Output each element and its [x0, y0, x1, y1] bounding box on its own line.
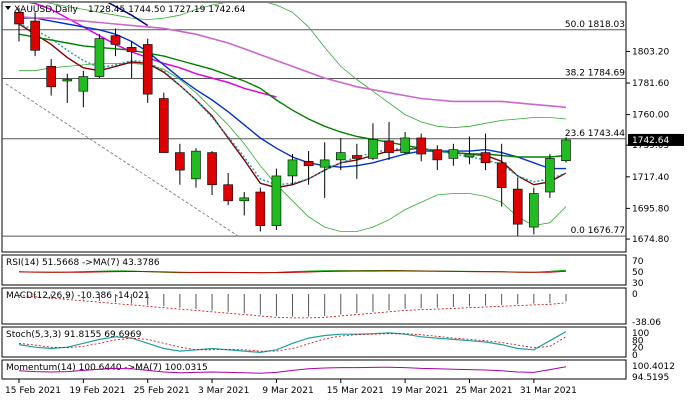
- indicator-axis-label: 94.5195: [632, 373, 669, 383]
- fib-level-label: 0.0 1676.77: [571, 226, 625, 236]
- bollinger-bands: [19, 3, 567, 232]
- candles: [14, 7, 571, 236]
- macd-signal: [18, 295, 567, 319]
- date-labels: 15 Feb 2021 19 Feb 2021 25 Feb 2021 3 Mar 2…: [5, 379, 577, 396]
- price-tick-label: 1739.05: [632, 141, 669, 151]
- indicator-axis-label: 30: [632, 279, 644, 289]
- candle-body: [561, 139, 571, 161]
- fib-level-label: 50.0 1818.03: [565, 20, 625, 30]
- rsi-ma-line: [18, 270, 567, 274]
- date-label: 31 Mar 2021: [520, 386, 577, 396]
- price-tick-label: 1803.20: [632, 47, 669, 57]
- date-label: 25 Mar 2021: [455, 386, 512, 396]
- rsi-panel: [1, 254, 627, 286]
- candle-body: [384, 140, 394, 153]
- stoch-panel: [1, 326, 627, 358]
- candle-body: [335, 152, 346, 161]
- candle-body: [239, 197, 250, 202]
- indicator-label: RSI(14) 51.5668 ->MA(7) 43.3786: [6, 258, 160, 268]
- candle-body: [512, 188, 523, 225]
- price-tick-label: 1695.80: [632, 204, 669, 214]
- candle-body: [14, 12, 24, 25]
- indicator-label: Momentum(14) 100.6440 ->MA(7) 100.0315: [6, 363, 208, 373]
- price-tick-label: 1760.00: [632, 111, 669, 121]
- candle-body: [30, 20, 40, 51]
- trend-line: [5, 83, 241, 238]
- price-tick-label: 1674.80: [632, 235, 669, 245]
- candle-body: [271, 175, 282, 226]
- indicator-axis-label: 0: [632, 351, 638, 361]
- candle-body: [78, 76, 89, 92]
- indicator-label: MACD(12,26,9) -10.386 -14.021: [6, 291, 150, 301]
- date-label: 25 Feb 2021: [134, 386, 190, 396]
- trend-line-dashed: [5, 83, 241, 238]
- indicator-axis-label: 80: [632, 336, 644, 346]
- date-label: 3 Mar 2021: [198, 386, 249, 396]
- date-label: 19 Feb 2021: [69, 386, 125, 396]
- candle-body: [529, 193, 539, 228]
- candle-body: [319, 159, 330, 168]
- ma-line-violet: [18, 15, 567, 109]
- candle-body: [207, 152, 217, 186]
- ma-line-green: [18, 33, 567, 158]
- candle-body: [432, 149, 443, 161]
- momentum-panel: [1, 359, 627, 380]
- candle-body: [368, 139, 378, 159]
- indicator-axis-label: 50: [632, 268, 644, 278]
- fib-level-label: 23.6 1743.44: [565, 129, 625, 139]
- indicator-axis-label: 20: [632, 344, 644, 354]
- candle-body: [545, 158, 555, 193]
- last-price-box: [628, 133, 684, 146]
- candle-body: [448, 149, 459, 159]
- candle-body: [158, 98, 169, 153]
- macd-panel: [1, 287, 627, 325]
- ma-line-navy: [107, 3, 149, 27]
- fib-level-label: 38.2 1784.69: [565, 69, 625, 79]
- price-tick-label: 1717.40: [632, 173, 669, 183]
- candle-body: [255, 191, 266, 226]
- candle-body: [303, 161, 314, 167]
- momentum-line: [18, 366, 567, 374]
- chart-symbol: XAUUSD,Daily: [14, 5, 78, 15]
- bollinger-lower: [19, 63, 567, 232]
- indicator-axis-label: 70: [632, 257, 644, 267]
- indicator-axis-label: 100.4012: [632, 362, 675, 372]
- candle-body: [142, 44, 153, 95]
- bollinger-upper: [46, 3, 567, 129]
- date-label: 19 Mar 2021: [391, 386, 448, 396]
- stoch-signal: [18, 333, 567, 352]
- fib-levels: 50.0 1818.03 38.2 1784.69 23.6 1743.44 0.0 …: [2, 20, 626, 237]
- price-tick-label: 1781.60: [632, 79, 669, 89]
- candle-body: [416, 137, 427, 155]
- candle-body: [496, 162, 507, 188]
- candle-body: [287, 159, 298, 177]
- indicator-axis-label: 0: [632, 290, 638, 300]
- candle-body: [175, 152, 185, 171]
- candle-body: [464, 153, 475, 158]
- indicator-axis-label: -38.06: [632, 318, 661, 328]
- candle-body: [400, 137, 410, 153]
- last-price-label: 1742.64: [632, 136, 669, 146]
- indicator-axis-label: 100: [632, 329, 649, 339]
- candle-body: [223, 184, 233, 202]
- date-label: 9 Mar 2021: [262, 386, 313, 396]
- stoch-main: [18, 331, 567, 354]
- candle-body: [110, 35, 121, 45]
- candle-body: [94, 38, 105, 77]
- price-tick-labels: 1803.20 1781.60 1760.00 1739.05 1717.40 1695.…: [628, 47, 684, 245]
- candle-body: [480, 152, 491, 164]
- candle-body: [46, 66, 56, 88]
- candle-body: [126, 47, 137, 53]
- candle-body: [191, 150, 201, 180]
- indicator-label: Stoch(5,3,3) 91.8155 69.6969: [6, 330, 142, 340]
- date-label: 15 Mar 2021: [327, 386, 384, 396]
- candle-body: [352, 155, 362, 159]
- candle-body: [62, 79, 73, 82]
- date-label: 15 Feb 2021: [5, 386, 61, 396]
- chart-ohlc-header: 1728.45 1744.50 1727.19 1742.64: [88, 5, 246, 15]
- collapse-triangle-icon[interactable]: [5, 6, 11, 10]
